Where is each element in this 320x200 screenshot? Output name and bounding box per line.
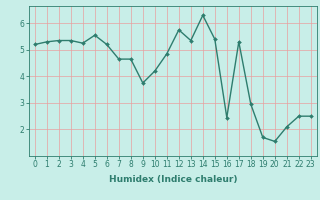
X-axis label: Humidex (Indice chaleur): Humidex (Indice chaleur): [108, 175, 237, 184]
